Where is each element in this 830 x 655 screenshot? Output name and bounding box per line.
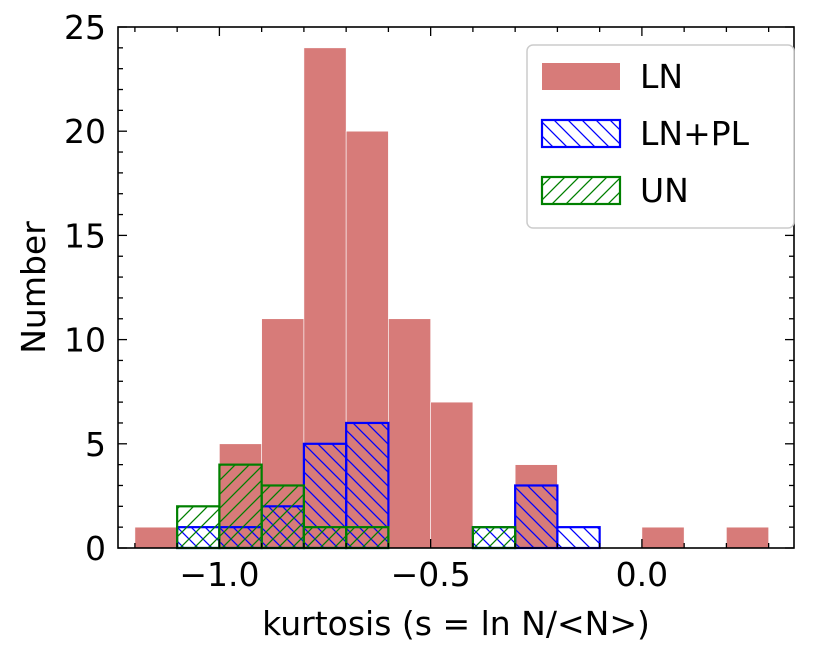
- hatched-bars: [176, 421, 601, 550]
- un-bar: [302, 526, 348, 550]
- x-tick-label: −0.5: [391, 555, 471, 594]
- x-tick-label: −1.0: [179, 555, 259, 594]
- legend-swatch-un: [540, 175, 622, 206]
- un-bar: [471, 526, 517, 550]
- y-tick-label: 5: [85, 425, 106, 464]
- y-tick-label: 0: [85, 529, 106, 568]
- x-axis-label: kurtosis (s = ln N/<N>): [262, 604, 650, 643]
- un-bar: [176, 505, 221, 550]
- ln-bar: [134, 526, 178, 549]
- x-tick-label: 0.0: [616, 555, 668, 594]
- y-axis-label: Number: [14, 221, 53, 354]
- axis-ticks: −1.0 −0.5 0.0 0 5 10 15 20 25: [64, 8, 794, 594]
- legend-swatch-ln-pl: [540, 118, 622, 149]
- ln-bar: [726, 526, 769, 549]
- ln-bar: [430, 401, 474, 549]
- y-tick-label: 20: [64, 112, 106, 151]
- legend-label: LN+PL: [640, 114, 750, 153]
- y-tick-label: 25: [64, 8, 106, 47]
- un-bar: [345, 526, 390, 550]
- un-bar: [218, 463, 263, 550]
- ln-pl-bar: [556, 526, 601, 550]
- legend-label: LN: [640, 57, 683, 96]
- ln-bar: [388, 318, 431, 549]
- legend: LN LN+PL UN: [526, 44, 795, 229]
- y-tick-label: 10: [64, 321, 106, 360]
- legend-label: UN: [640, 171, 689, 210]
- plot-frame: [117, 26, 795, 549]
- ln-bar: [641, 526, 685, 549]
- ln-pl-bar: [514, 484, 559, 550]
- un-bar: [260, 484, 305, 550]
- legend-swatch-ln: [542, 63, 620, 90]
- y-tick-label: 15: [64, 216, 106, 255]
